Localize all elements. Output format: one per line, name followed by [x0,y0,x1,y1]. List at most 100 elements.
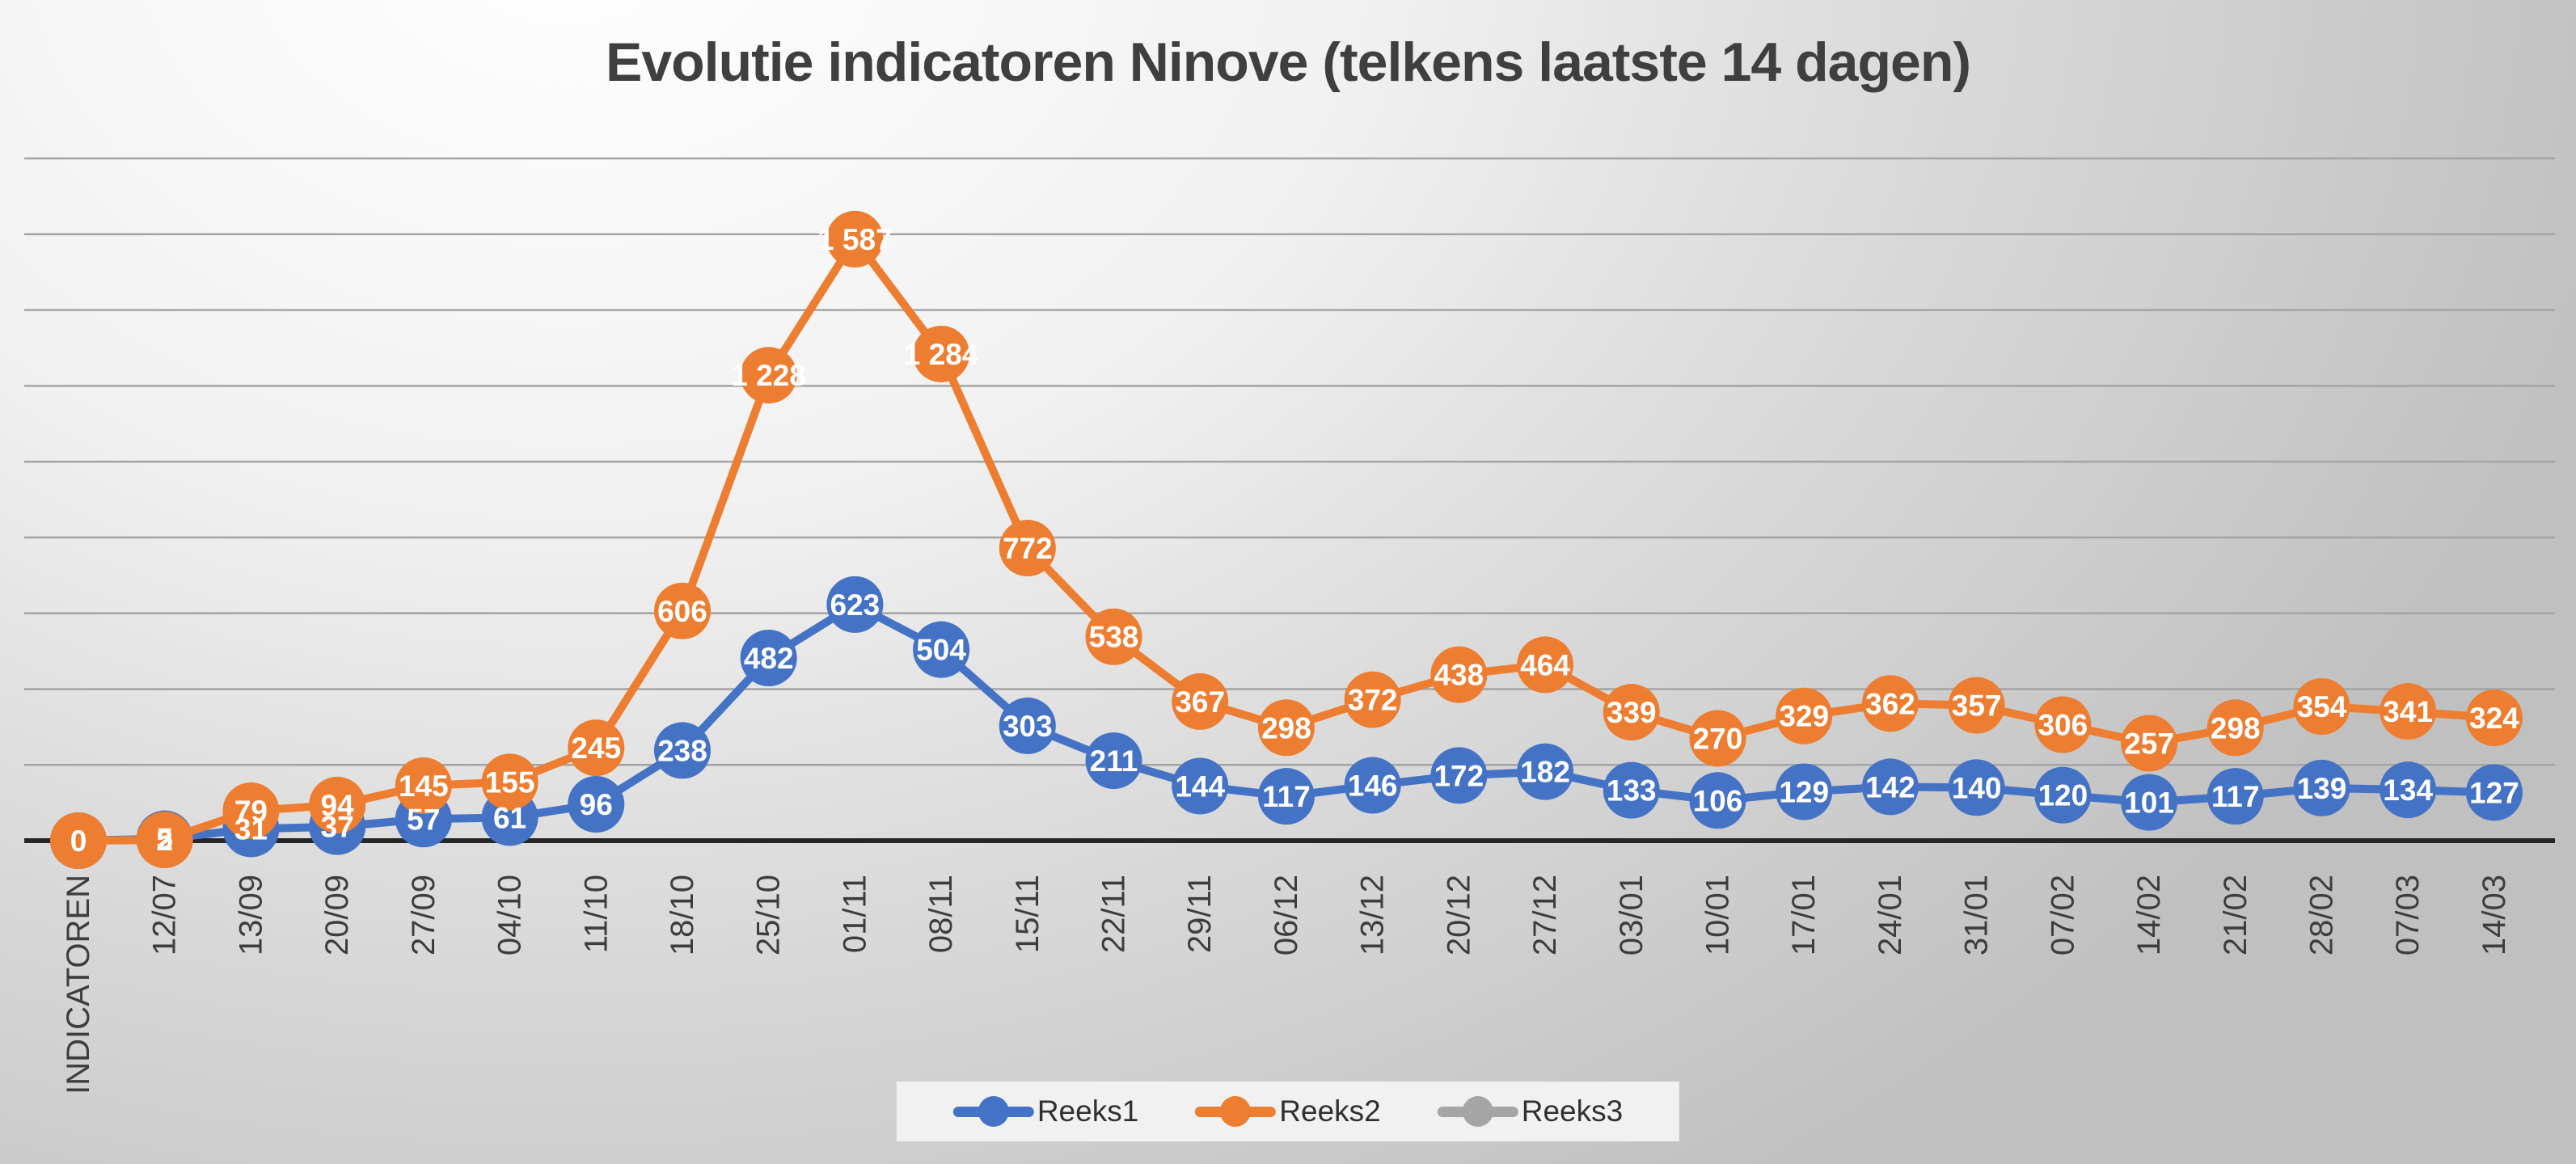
data-point-marker [222,782,280,839]
data-point-marker [2034,696,2092,753]
data-point-marker [2121,715,2178,772]
data-point-label: 339 [1607,696,1657,729]
data-point-label: 31 [234,812,268,846]
data-point-marker [913,621,970,678]
data-point-marker [1344,671,1401,728]
data-point-marker [740,629,797,686]
data-point-marker [2034,766,2092,824]
data-point-label: 94 [321,789,355,822]
data-point-marker [50,812,107,869]
data-point-label: 182 [1520,756,1570,789]
data-point-label: 303 [1003,710,1053,743]
x-axis-tick-label: 28/02 [2304,875,2339,955]
data-point-marker [2293,759,2350,816]
data-point-label: 357 [1952,690,2002,723]
x-axis-tick-label: 03/01 [1614,875,1649,955]
data-point-label: 0 [70,824,87,858]
data-point-label: 1 228 [731,359,806,392]
data-point-label: 606 [657,595,707,628]
data-point-label: 129 [1779,776,1829,809]
x-axis-tick-label: INDICATOREN [61,875,96,1094]
data-point-marker [740,347,797,404]
data-point-label: 238 [657,734,707,767]
chart-title: Evolutie indicatoren Ninove (telkens laa… [605,32,1971,93]
x-axis-tick-label: 04/10 [492,875,528,955]
data-point-label: 142 [1865,770,1915,803]
data-point-label: 134 [2383,774,2433,807]
data-point-marker [1172,673,1229,730]
data-point-marker [1689,772,1746,829]
data-point-marker [1603,761,1660,819]
legend-label: Reeks3 [1521,1094,1624,1128]
data-point-label: 298 [1261,711,1311,744]
data-point-marker [1689,710,1746,767]
data-point-label: 482 [744,642,794,675]
series-marker-icon [1437,1095,1518,1128]
data-point-marker [1344,757,1401,814]
data-point-label: 79 [234,795,268,828]
legend-item-reeks2: Reeks2 [1195,1094,1381,1128]
data-point-label: 372 [1348,684,1398,717]
data-point-label: 211 [1090,744,1138,778]
x-axis-tick-label: 13/09 [233,875,268,955]
data-point-marker [1085,608,1142,665]
data-point-label: 117 [1262,780,1311,813]
data-point-label: 144 [1175,770,1225,803]
data-point-marker [2380,683,2437,740]
x-axis-tick-label: 07/03 [2390,875,2426,955]
data-point-label: 140 [1952,771,2002,804]
x-axis-tick-label: 14/03 [2477,875,2512,955]
x-axis-tick-label: 27/12 [1527,875,1563,955]
data-point-marker [2465,764,2523,821]
legend-item-reeks1: Reeks1 [952,1094,1138,1128]
data-point-marker [1861,675,1919,732]
data-point-label: 306 [2038,709,2088,742]
data-point-label: 61 [493,801,526,834]
x-axis-tick-label: 22/11 [1096,875,1132,953]
data-point-marker [1257,768,1315,825]
data-point-marker [653,582,711,639]
data-point-marker [568,719,625,777]
series-marker-icon [1195,1095,1277,1128]
data-point-label: 538 [1089,621,1139,654]
data-point-label: 354 [2297,690,2347,723]
data-point-marker [826,576,884,633]
data-point-marker [1517,636,1574,694]
data-point-label: 127 [2469,776,2519,809]
data-point-label: 37 [321,811,354,844]
data-point-marker [1948,759,2005,816]
data-point-label: 57 [407,803,440,836]
data-point-marker [999,520,1056,577]
data-point-label: 329 [1779,700,1829,733]
data-point-marker [999,697,1056,754]
data-point-marker [2380,761,2437,819]
x-axis-tick-label: 15/11 [1010,875,1045,953]
data-point-label: 245 [571,732,621,765]
legend: Reeks1 Reeks2 Reeks3 [896,1082,1680,1141]
data-point-label: 146 [1348,770,1398,803]
data-point-marker [1257,699,1315,757]
data-point-marker [1776,687,1833,744]
data-point-label: 0 [70,824,87,858]
data-point-label: 120 [2038,779,2088,812]
legend-label: Reeks2 [1279,1094,1381,1128]
data-point-marker [309,776,366,833]
data-point-marker [481,753,538,811]
x-axis-tick-label: 06/12 [1269,875,1304,955]
data-point-label: 270 [1693,722,1743,755]
legend-item-reeks3: Reeks3 [1437,1094,1624,1128]
data-point-label: 155 [485,765,535,799]
data-point-label: 96 [580,788,613,821]
data-point-label: 1 284 [904,338,979,371]
x-axis-tick-label: 20/12 [1441,875,1476,955]
data-point-label: 324 [2469,702,2519,735]
data-point-label: 117 [2211,780,2260,813]
x-axis-tick-label: 21/02 [2218,875,2253,955]
data-point-label: 362 [1865,687,1915,720]
data-point-label: 367 [1175,685,1225,719]
data-point-label: 106 [1693,784,1743,817]
x-axis-tick-label: 17/01 [1786,875,1822,955]
data-point-marker [2465,690,2523,747]
